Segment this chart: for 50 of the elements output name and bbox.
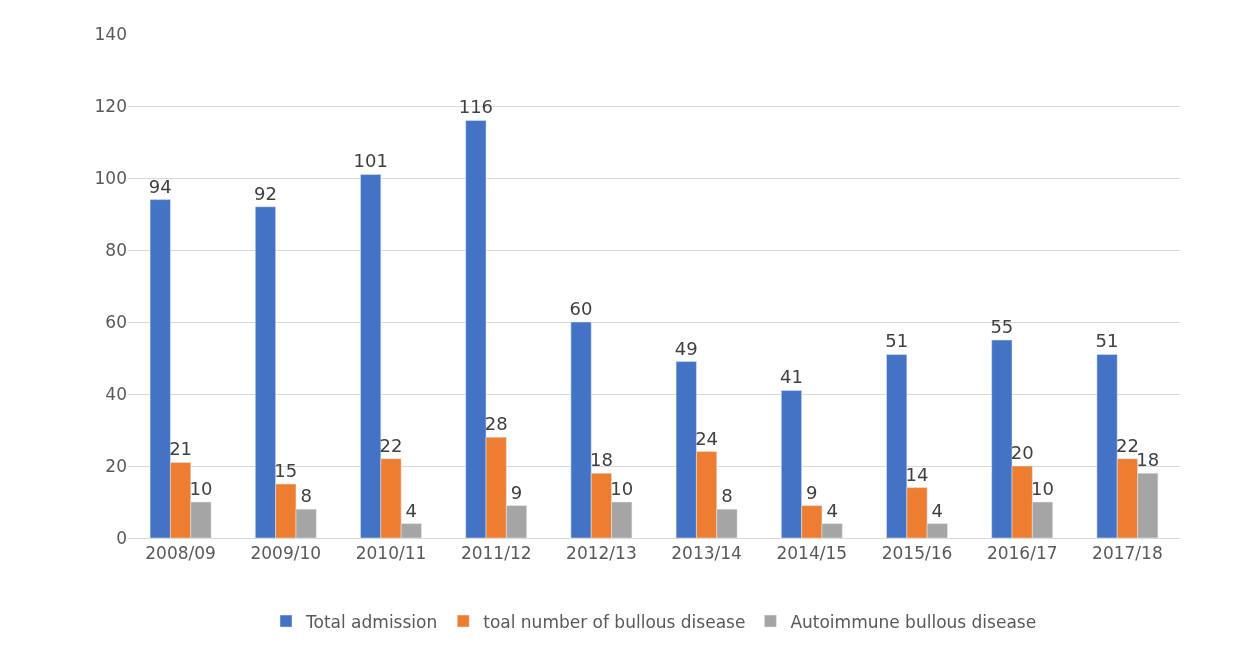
data-label: 9 — [806, 481, 818, 503]
y-tick-label: 80 — [105, 239, 127, 260]
data-label: 9 — [510, 481, 523, 503]
data-label: 10 — [610, 478, 634, 499]
x-tick-label: 2009/10 — [250, 543, 322, 564]
y-tick-label: 60 — [105, 311, 127, 332]
data-label: 22 — [1115, 434, 1139, 456]
x-tick-label: 2016/17 — [986, 543, 1058, 564]
x-tick-label: 2011/12 — [460, 543, 532, 564]
data-label: 116 — [458, 96, 494, 118]
y-tick-label: 0 — [116, 527, 127, 548]
data-label: 55 — [990, 316, 1014, 337]
data-label: 24 — [695, 427, 719, 449]
data-label: 8 — [721, 485, 733, 507]
x-tick-label: 2012/13 — [566, 543, 637, 564]
data-label: 4 — [931, 499, 944, 521]
data-label: 10 — [189, 478, 213, 499]
legend-label: toal number of bullous disease — [483, 611, 746, 632]
x-tick-label: 2014/15 — [776, 543, 848, 564]
y-tick-label: 140 — [94, 23, 127, 44]
data-label: 41 — [780, 366, 803, 388]
data-label: 21 — [169, 438, 193, 460]
data-label: 18 — [1136, 449, 1160, 471]
data-label: 49 — [674, 337, 698, 359]
data-label: 28 — [484, 413, 508, 435]
y-tick-label: 120 — [94, 95, 127, 116]
data-label: 4 — [826, 499, 838, 521]
x-tick-label: 2010/11 — [355, 543, 427, 564]
data-label: 101 — [353, 150, 388, 172]
data-label: 4 — [405, 499, 418, 521]
x-tick-label: 2017/18 — [1092, 543, 1163, 564]
legend-label: Autoimmune bullous disease — [790, 611, 1037, 632]
y-tick-label: 20 — [105, 455, 127, 476]
x-tick-label: 2015/16 — [881, 543, 953, 564]
y-tick-label: 40 — [105, 383, 127, 404]
data-label: 51 — [1095, 330, 1119, 352]
y-tick-label: 100 — [94, 167, 127, 188]
data-label: 15 — [274, 460, 298, 481]
data-label: 18 — [589, 449, 613, 471]
data-label: 51 — [885, 330, 909, 352]
data-label: 60 — [569, 298, 593, 319]
data-label: 14 — [905, 463, 929, 485]
data-label: 8 — [300, 485, 312, 507]
legend-label: Total admission — [305, 611, 438, 632]
x-tick-label: 2013/14 — [671, 543, 742, 564]
x-tick-label: 2008/09 — [145, 543, 216, 564]
data-label: 94 — [148, 175, 172, 197]
data-label: 10 — [1031, 478, 1054, 499]
data-label: 20 — [1010, 442, 1034, 463]
data-label: 92 — [254, 182, 277, 204]
